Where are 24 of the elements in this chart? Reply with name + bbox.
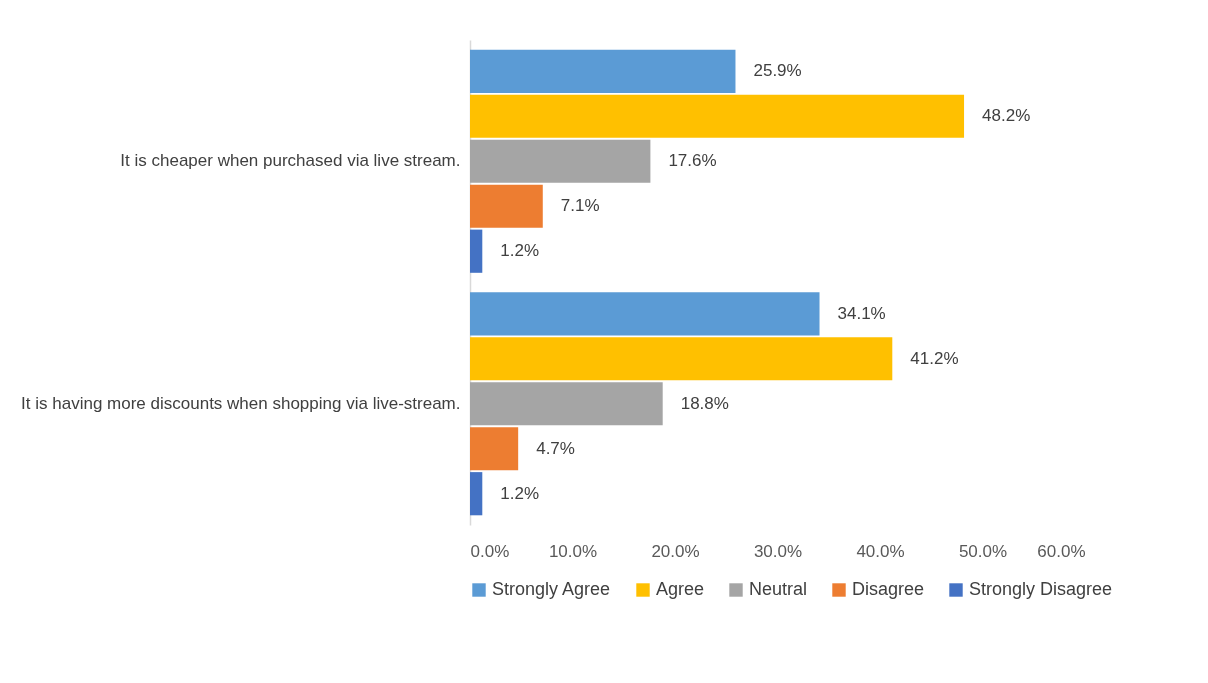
legend-label: Disagree	[852, 579, 925, 599]
legend-label: Strongly Agree	[492, 579, 611, 599]
data-label: 48.2%	[982, 106, 1031, 126]
data-label: 1.2%	[500, 241, 540, 261]
legend-label: Strongly Disagree	[969, 579, 1113, 599]
x-tick-label: 50.0%	[958, 541, 1008, 561]
x-tick-label: 10.0%	[548, 541, 598, 561]
data-label: 1.2%	[500, 483, 540, 503]
data-label: 18.8%	[680, 393, 729, 413]
legend-label: Neutral	[749, 579, 808, 599]
data-label: 34.1%	[837, 303, 886, 323]
y-tick-label: It is having more discounts when shopping via live-stream.	[21, 393, 461, 413]
legend-label: Agree	[656, 579, 705, 599]
data-label: 41.2%	[910, 348, 959, 368]
x-tick-label: 60.0%	[1037, 541, 1086, 561]
x-tick-label: 20.0%	[651, 541, 700, 561]
x-tick-label: 30.0%	[753, 541, 803, 561]
y-tick-label: It is cheaper when purchased via live stream.	[120, 151, 461, 171]
data-label: 25.9%	[753, 61, 802, 81]
data-label: 7.1%	[560, 196, 600, 216]
data-label: 4.7%	[536, 438, 575, 458]
data-label: 17.6%	[668, 151, 717, 171]
x-tick-label: 40.0%	[856, 541, 905, 561]
x-tick-label: 0.0%	[470, 541, 510, 561]
